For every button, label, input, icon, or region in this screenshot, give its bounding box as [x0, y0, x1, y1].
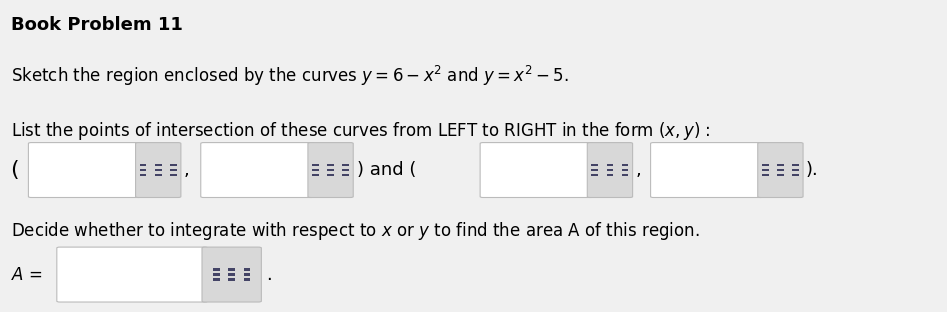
FancyBboxPatch shape	[213, 273, 220, 276]
FancyBboxPatch shape	[328, 169, 334, 171]
FancyBboxPatch shape	[28, 143, 141, 197]
Text: Decide whether to integrate with respect to $x$ or $y$ to find the area A of thi: Decide whether to integrate with respect…	[11, 220, 700, 242]
FancyBboxPatch shape	[243, 268, 250, 271]
FancyBboxPatch shape	[607, 169, 614, 171]
Text: ,: ,	[184, 161, 189, 179]
FancyBboxPatch shape	[308, 143, 353, 197]
FancyBboxPatch shape	[313, 174, 319, 176]
FancyBboxPatch shape	[228, 273, 235, 276]
FancyBboxPatch shape	[155, 164, 162, 166]
FancyBboxPatch shape	[343, 174, 349, 176]
FancyBboxPatch shape	[328, 164, 334, 166]
FancyBboxPatch shape	[793, 174, 799, 176]
FancyBboxPatch shape	[793, 169, 799, 171]
FancyBboxPatch shape	[155, 169, 162, 171]
FancyBboxPatch shape	[155, 174, 162, 176]
FancyBboxPatch shape	[201, 143, 313, 197]
FancyBboxPatch shape	[762, 164, 769, 166]
FancyBboxPatch shape	[622, 169, 629, 171]
Text: Book Problem 11: Book Problem 11	[11, 16, 183, 34]
FancyBboxPatch shape	[592, 164, 599, 166]
Text: List the points of intersection of these curves from LEFT to RIGHT in the form $: List the points of intersection of these…	[11, 120, 711, 142]
FancyBboxPatch shape	[243, 273, 250, 276]
Text: ,: ,	[635, 161, 641, 179]
FancyBboxPatch shape	[328, 174, 334, 176]
FancyBboxPatch shape	[228, 278, 235, 281]
FancyBboxPatch shape	[592, 174, 599, 176]
FancyBboxPatch shape	[243, 278, 250, 281]
Text: $A$ =: $A$ =	[11, 266, 43, 284]
FancyBboxPatch shape	[607, 174, 614, 176]
FancyBboxPatch shape	[313, 169, 319, 171]
Text: .: .	[266, 266, 272, 284]
FancyBboxPatch shape	[313, 164, 319, 166]
FancyBboxPatch shape	[777, 169, 784, 171]
FancyBboxPatch shape	[758, 143, 803, 197]
FancyBboxPatch shape	[170, 169, 177, 171]
FancyBboxPatch shape	[343, 169, 349, 171]
FancyBboxPatch shape	[228, 268, 235, 271]
FancyBboxPatch shape	[213, 268, 220, 271]
FancyBboxPatch shape	[777, 174, 784, 176]
FancyBboxPatch shape	[762, 174, 769, 176]
FancyBboxPatch shape	[480, 143, 593, 197]
Text: ).: ).	[806, 161, 818, 179]
FancyBboxPatch shape	[140, 164, 147, 166]
FancyBboxPatch shape	[202, 247, 261, 302]
FancyBboxPatch shape	[587, 143, 633, 197]
FancyBboxPatch shape	[592, 169, 599, 171]
FancyBboxPatch shape	[607, 164, 614, 166]
Text: ) and (: ) and (	[357, 161, 417, 179]
FancyBboxPatch shape	[622, 174, 629, 176]
FancyBboxPatch shape	[213, 278, 220, 281]
FancyBboxPatch shape	[57, 247, 207, 302]
FancyBboxPatch shape	[651, 143, 763, 197]
FancyBboxPatch shape	[622, 164, 629, 166]
FancyBboxPatch shape	[762, 169, 769, 171]
Text: Sketch the region enclosed by the curves $y = 6 - x^2$ and $y = x^2 - 5$.: Sketch the region enclosed by the curves…	[11, 64, 569, 88]
FancyBboxPatch shape	[170, 174, 177, 176]
Text: (: (	[10, 160, 19, 180]
FancyBboxPatch shape	[777, 164, 784, 166]
FancyBboxPatch shape	[343, 164, 349, 166]
FancyBboxPatch shape	[135, 143, 181, 197]
FancyBboxPatch shape	[140, 174, 147, 176]
FancyBboxPatch shape	[793, 164, 799, 166]
FancyBboxPatch shape	[140, 169, 147, 171]
FancyBboxPatch shape	[170, 164, 177, 166]
